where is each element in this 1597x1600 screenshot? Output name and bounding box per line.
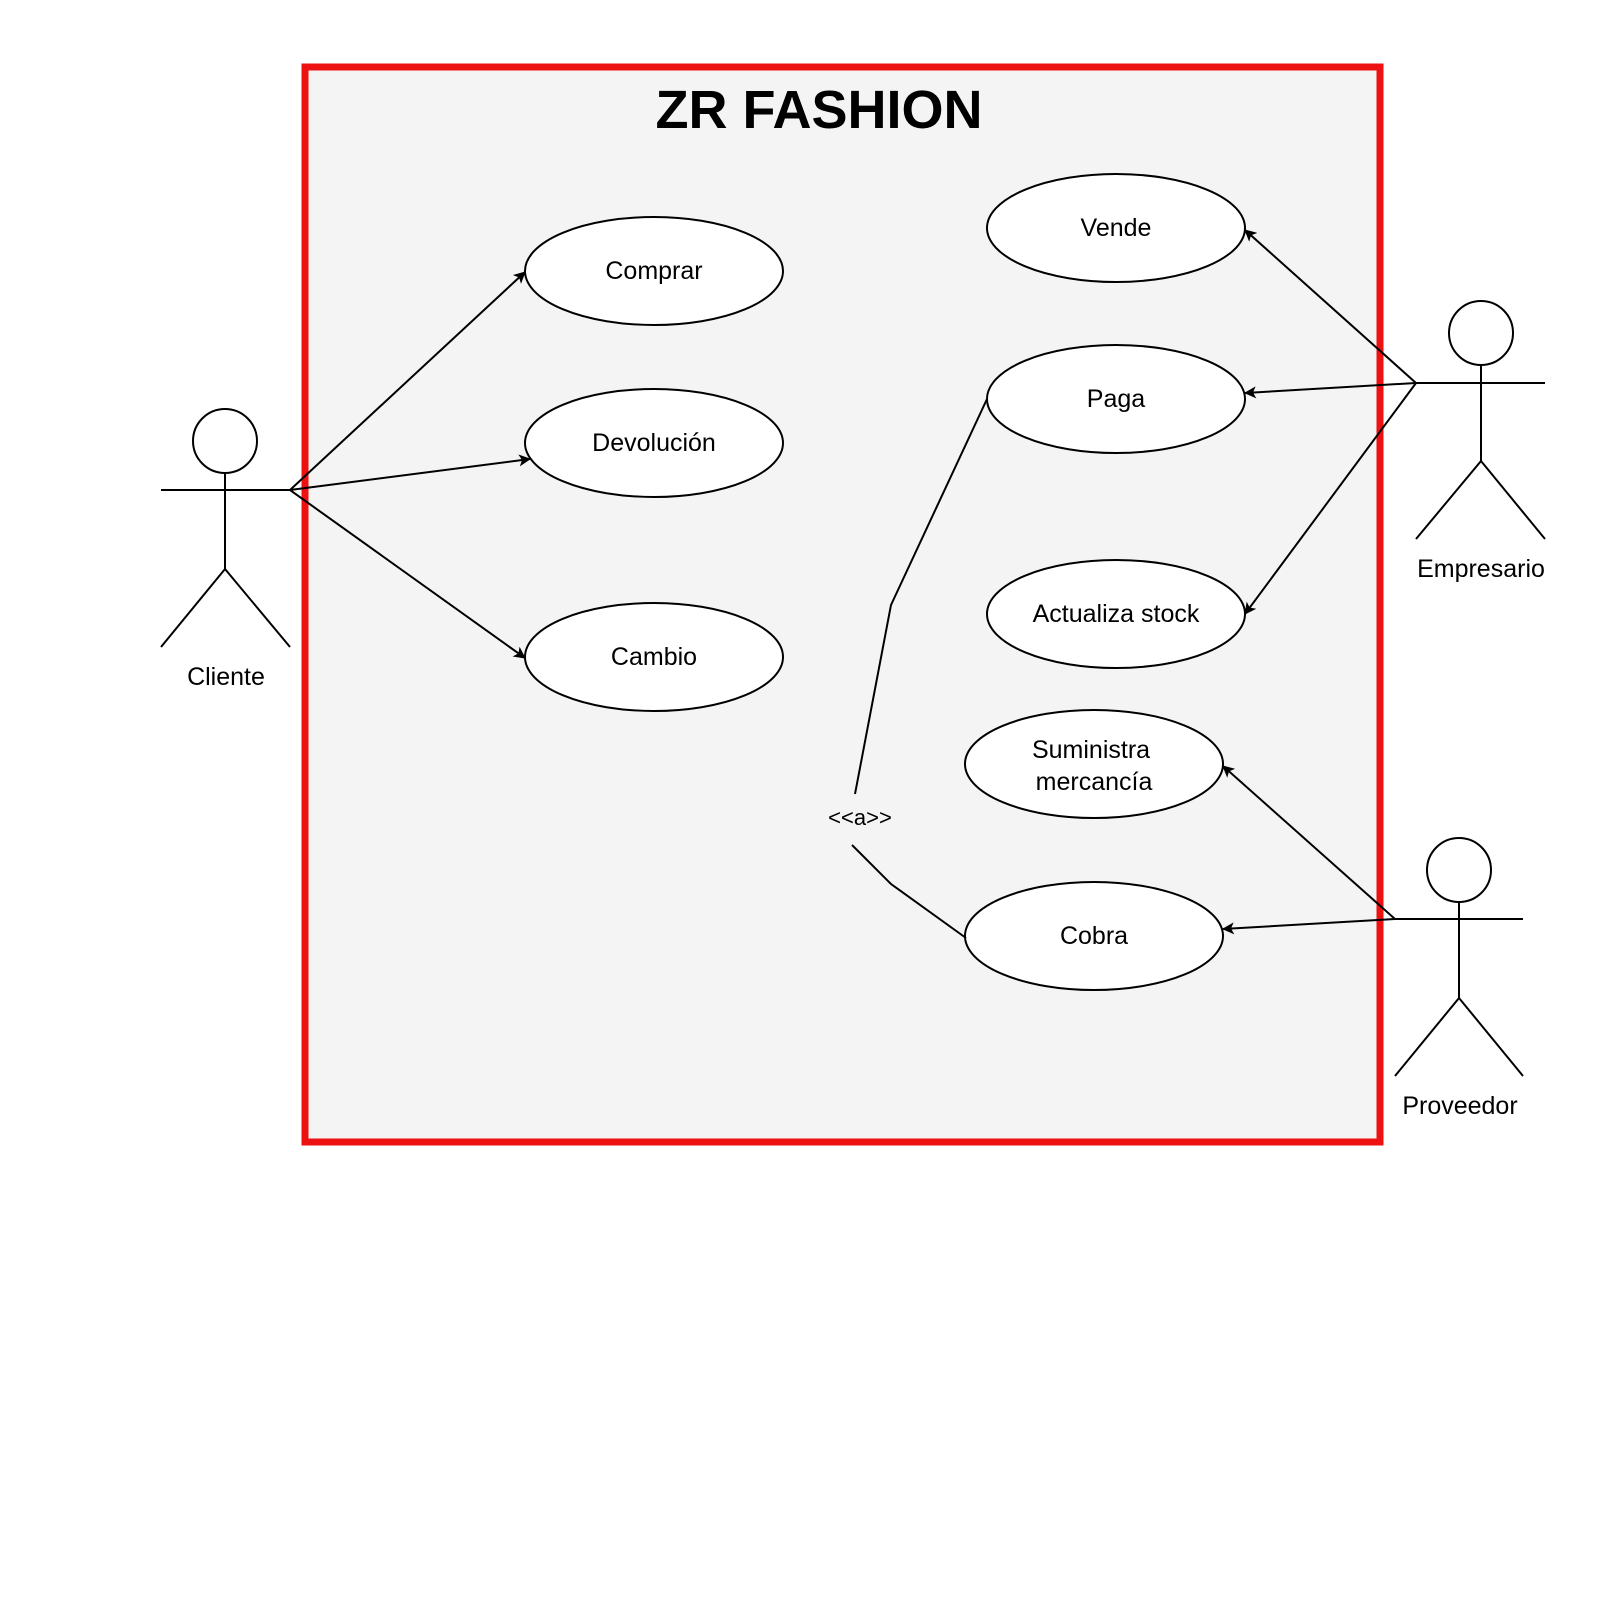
- assoc-empresario-actualiza-stock: [1244, 382, 1417, 615]
- relation-paga-cobra-upper: [854, 398, 988, 795]
- actor-label: Empresario: [1417, 555, 1545, 583]
- use-case-cobra[interactable]: Cobra: [964, 881, 1224, 991]
- use-case-label: Devolución: [592, 429, 716, 457]
- relation-paga-cobra-lower: [851, 844, 967, 939]
- use-case-paga[interactable]: Paga: [986, 344, 1246, 454]
- use-case-comprar[interactable]: Comprar: [524, 216, 784, 326]
- use-case-label: Paga: [1087, 385, 1145, 413]
- use-case-cambio[interactable]: Cambio: [524, 602, 784, 712]
- assoc-cliente-devolucion: [289, 454, 531, 491]
- use-case-devolucion[interactable]: Devolución: [524, 388, 784, 498]
- actor-label: Cliente: [187, 663, 265, 691]
- actor-head: [1448, 300, 1514, 366]
- actor-head: [1426, 837, 1492, 903]
- assoc-cliente-cambio: [289, 489, 526, 659]
- use-case-vende[interactable]: Vende: [986, 173, 1246, 283]
- actor-cliente[interactable]: Cliente: [160, 408, 291, 691]
- assoc-proveedor-suministra: [1222, 765, 1396, 920]
- actor-head: [192, 408, 258, 474]
- assoc-empresario-vende: [1244, 229, 1417, 384]
- actor-empresario[interactable]: Empresario: [1415, 300, 1546, 583]
- use-case-label: Actualiza stock: [1033, 600, 1200, 628]
- system-title: ZR FASHION: [655, 80, 982, 140]
- assoc-cliente-comprar: [289, 271, 526, 491]
- use-case-label: Comprar: [605, 257, 702, 285]
- actor-label: Proveedor: [1402, 1092, 1517, 1120]
- use-case-label: Cobra: [1060, 922, 1128, 950]
- use-case-actualiza-stock[interactable]: Actualiza stock: [986, 559, 1246, 669]
- use-case-label-line1: Suministra: [1032, 736, 1150, 764]
- use-case-label: Vende: [1081, 214, 1152, 242]
- use-case-suministra-mercancia[interactable]: Suministra mercancía: [964, 709, 1224, 819]
- assoc-proveedor-cobra: [1222, 918, 1396, 935]
- use-case-label-line2: mercancía: [1036, 768, 1153, 796]
- assoc-empresario-paga: [1244, 382, 1417, 399]
- actor-proveedor[interactable]: Proveedor: [1394, 837, 1524, 1120]
- relation-label: <<a>>: [828, 805, 892, 830]
- use-case-label: Cambio: [611, 643, 697, 671]
